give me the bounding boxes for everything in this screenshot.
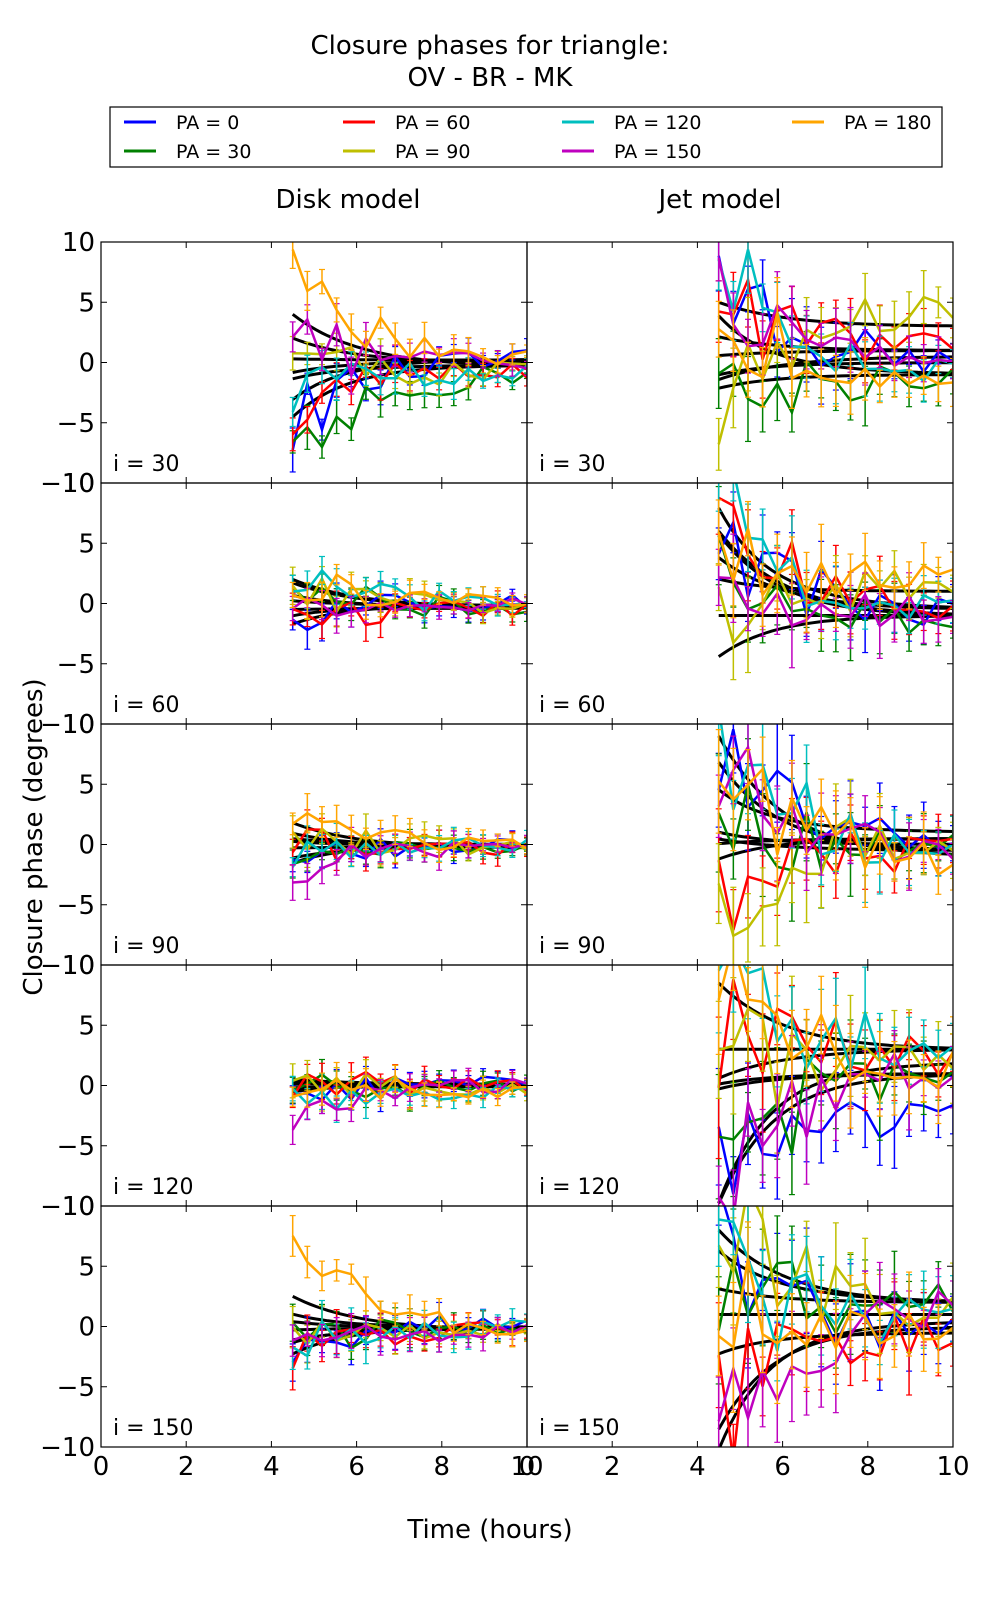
column-title-disk: Disk model — [275, 185, 420, 215]
y-tick-label: −5 — [57, 891, 95, 921]
jet-panel-i60: i = 60 — [526, 482, 954, 725]
jet-panel-i90: i = 90 — [526, 723, 954, 966]
legend-frame — [109, 106, 943, 168]
y-tick-label: −5 — [57, 650, 95, 680]
x-tick-label: 0 — [93, 1452, 110, 1482]
y-tick-label: −5 — [57, 1373, 95, 1403]
y-tick-label: 0 — [78, 349, 95, 379]
panel-series — [289, 1214, 527, 1391]
series-line-PA180 — [717, 965, 953, 1090]
x-tick-label: 0 — [519, 1452, 536, 1482]
y-tick-label: −5 — [57, 1132, 95, 1162]
x-tick-label: 10 — [936, 1452, 969, 1482]
row-label: i = 120 — [539, 1175, 620, 1200]
y-tick-label: −10 — [40, 469, 95, 499]
y-tick-label: −10 — [40, 1433, 95, 1463]
row-label: i = 90 — [539, 934, 606, 959]
x-tick-label: 2 — [178, 1452, 195, 1482]
x-axis-label: Time (hours) — [406, 1515, 572, 1545]
y-tick-label: 0 — [78, 831, 95, 861]
panel-series — [715, 1206, 953, 1447]
series-line-PA180 — [292, 572, 527, 607]
disk-panel-i90: −10 −5 0 5 10 i = 90 — [40, 710, 528, 981]
y-tick-label: 10 — [62, 1192, 95, 1222]
series-line-PA90 — [292, 345, 527, 387]
x-tick-label: 6 — [774, 1452, 791, 1482]
y-tick-label: 10 — [62, 710, 95, 740]
disk-panel-i120: −10 −5 0 5 10 i = 120 — [40, 951, 528, 1222]
panel-series — [715, 483, 953, 681]
series-line-PA180 — [717, 312, 953, 389]
y-tick-label: 10 — [62, 469, 95, 499]
row-label: i = 90 — [113, 934, 180, 959]
x-tick-label: 4 — [689, 1452, 706, 1482]
series-line-PA180 — [291, 249, 527, 366]
legend-label-4: PA = 120 — [614, 112, 702, 134]
y-tick-label: 10 — [62, 228, 95, 258]
legend-label-5: PA = 150 — [614, 141, 702, 163]
row-label: i = 150 — [113, 1416, 194, 1441]
series-line-PA180 — [292, 1077, 527, 1101]
x-tick-label: 6 — [348, 1452, 365, 1482]
x-tick-label: 4 — [263, 1452, 280, 1482]
row-label: i = 30 — [539, 452, 606, 477]
series-line-PA180 — [291, 811, 527, 852]
y-tick-label: −10 — [40, 710, 95, 740]
figure-title-line1: Closure phases for triangle: — [311, 31, 670, 61]
legend-label-6: PA = 180 — [844, 112, 932, 134]
y-tick-label: 5 — [78, 770, 95, 800]
y-tick-label: 0 — [78, 590, 95, 620]
panel-series — [289, 793, 527, 901]
y-tick-label: 0 — [78, 1313, 95, 1343]
panel-series — [289, 1056, 527, 1146]
figure-title-line2: OV - BR - MK — [407, 63, 573, 93]
legend-label-0: PA = 0 — [176, 112, 239, 134]
panel-series — [289, 555, 527, 650]
panel-grid: −10 −5 0 5 10 i = 30 i = 30 −10 −5 0 5 10 i = 60 i = … — [40, 228, 970, 1482]
y-tick-label: 0 — [78, 1072, 95, 1102]
legend-label-3: PA = 90 — [395, 141, 470, 163]
y-tick-label: −10 — [40, 1192, 95, 1222]
series-line-PA30 — [291, 365, 527, 450]
y-tick-label: 5 — [78, 1252, 95, 1282]
legend: PA = 0 PA = 30 PA = 60 PA = 90 PA = 120 PA = … — [109, 106, 943, 168]
series-line-PA180 — [717, 766, 953, 877]
disk-panel-i60: −10 −5 0 5 10 i = 60 — [40, 469, 528, 740]
series-line-PA180 — [291, 1235, 527, 1336]
series-line-PA180 — [717, 1258, 953, 1352]
y-axis-label: Closure phase (degrees) — [19, 678, 49, 995]
row-label: i = 30 — [113, 452, 180, 477]
y-tick-label: −5 — [57, 409, 95, 439]
series-line-PA150 — [717, 257, 953, 368]
series-line-PA150 — [292, 1323, 527, 1343]
series-line-PA180 — [717, 528, 953, 599]
y-tick-label: 5 — [78, 288, 95, 318]
series-line-PA150 — [717, 1051, 953, 1206]
jet-panel-i30: i = 30 — [526, 241, 954, 484]
x-tick-label: 10 — [510, 1452, 543, 1482]
x-tick-label: 8 — [860, 1452, 877, 1482]
row-label: i = 150 — [539, 1416, 620, 1441]
y-tick-label: 10 — [62, 951, 95, 981]
panel-series — [715, 965, 953, 1206]
row-label: i = 60 — [113, 693, 180, 718]
panel-series — [715, 724, 953, 965]
y-tick-label: 5 — [78, 529, 95, 559]
column-title-jet: Jet model — [656, 185, 781, 215]
x-tick-label: 2 — [604, 1452, 621, 1482]
row-label: i = 120 — [113, 1175, 194, 1200]
legend-label-2: PA = 60 — [395, 112, 470, 134]
disk-panel-i30: −10 −5 0 5 10 i = 30 — [40, 228, 528, 499]
row-label: i = 60 — [539, 693, 606, 718]
panel-series — [289, 242, 527, 473]
y-tick-label: −10 — [40, 951, 95, 981]
panel-series — [715, 242, 953, 471]
jet-panel-i150: 0 2 4 6 8 10 i = 150 — [519, 1205, 970, 1482]
legend-label-1: PA = 30 — [176, 141, 251, 163]
x-tick-label: 8 — [434, 1452, 451, 1482]
y-tick-label: 5 — [78, 1011, 95, 1041]
